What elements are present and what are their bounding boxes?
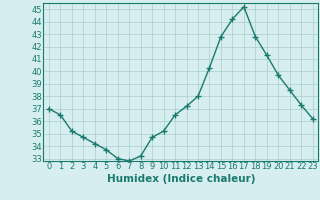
X-axis label: Humidex (Indice chaleur): Humidex (Indice chaleur) [107,174,255,184]
